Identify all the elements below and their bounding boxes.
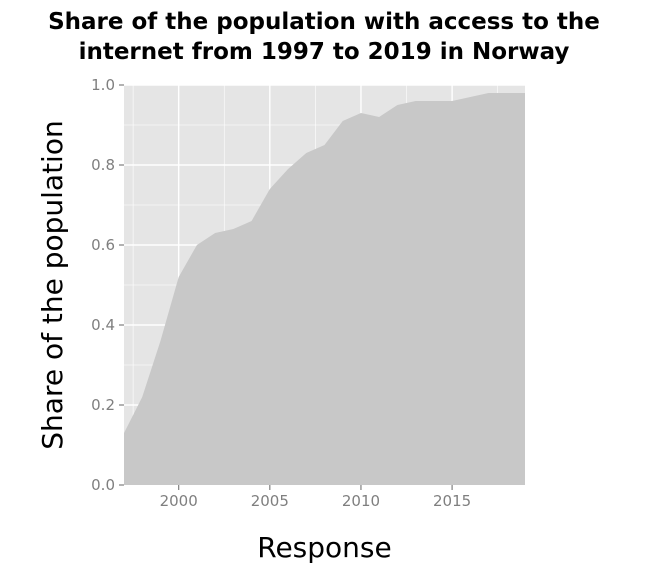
x-tick-label: 2010: [342, 492, 380, 510]
y-tick-label: 0.8: [91, 156, 115, 174]
y-tick-label: 0.2: [91, 396, 115, 414]
x-axis-title: Response: [257, 531, 391, 564]
y-tick-label: 0.4: [91, 316, 115, 334]
chart-title-line-2: internet from 1997 to 2019 in Norway: [79, 39, 570, 65]
series-area: [124, 93, 525, 485]
x-tick-label: 2005: [251, 492, 289, 510]
chart-title-line-1: Share of the population with access to t…: [48, 9, 600, 35]
y-tick-label: 1.0: [91, 76, 115, 94]
y-axis: 0.0 0.2 0.4 0.6 0.8 1.0: [91, 76, 124, 494]
x-axis: 2000 2005 2010 2015: [160, 485, 471, 510]
x-tick-label: 2015: [433, 492, 471, 510]
x-tick-label: 2000: [160, 492, 198, 510]
y-axis-title: Share of the population: [36, 120, 69, 449]
y-tick-label: 0.0: [91, 476, 115, 494]
y-tick-label: 0.6: [91, 236, 115, 254]
